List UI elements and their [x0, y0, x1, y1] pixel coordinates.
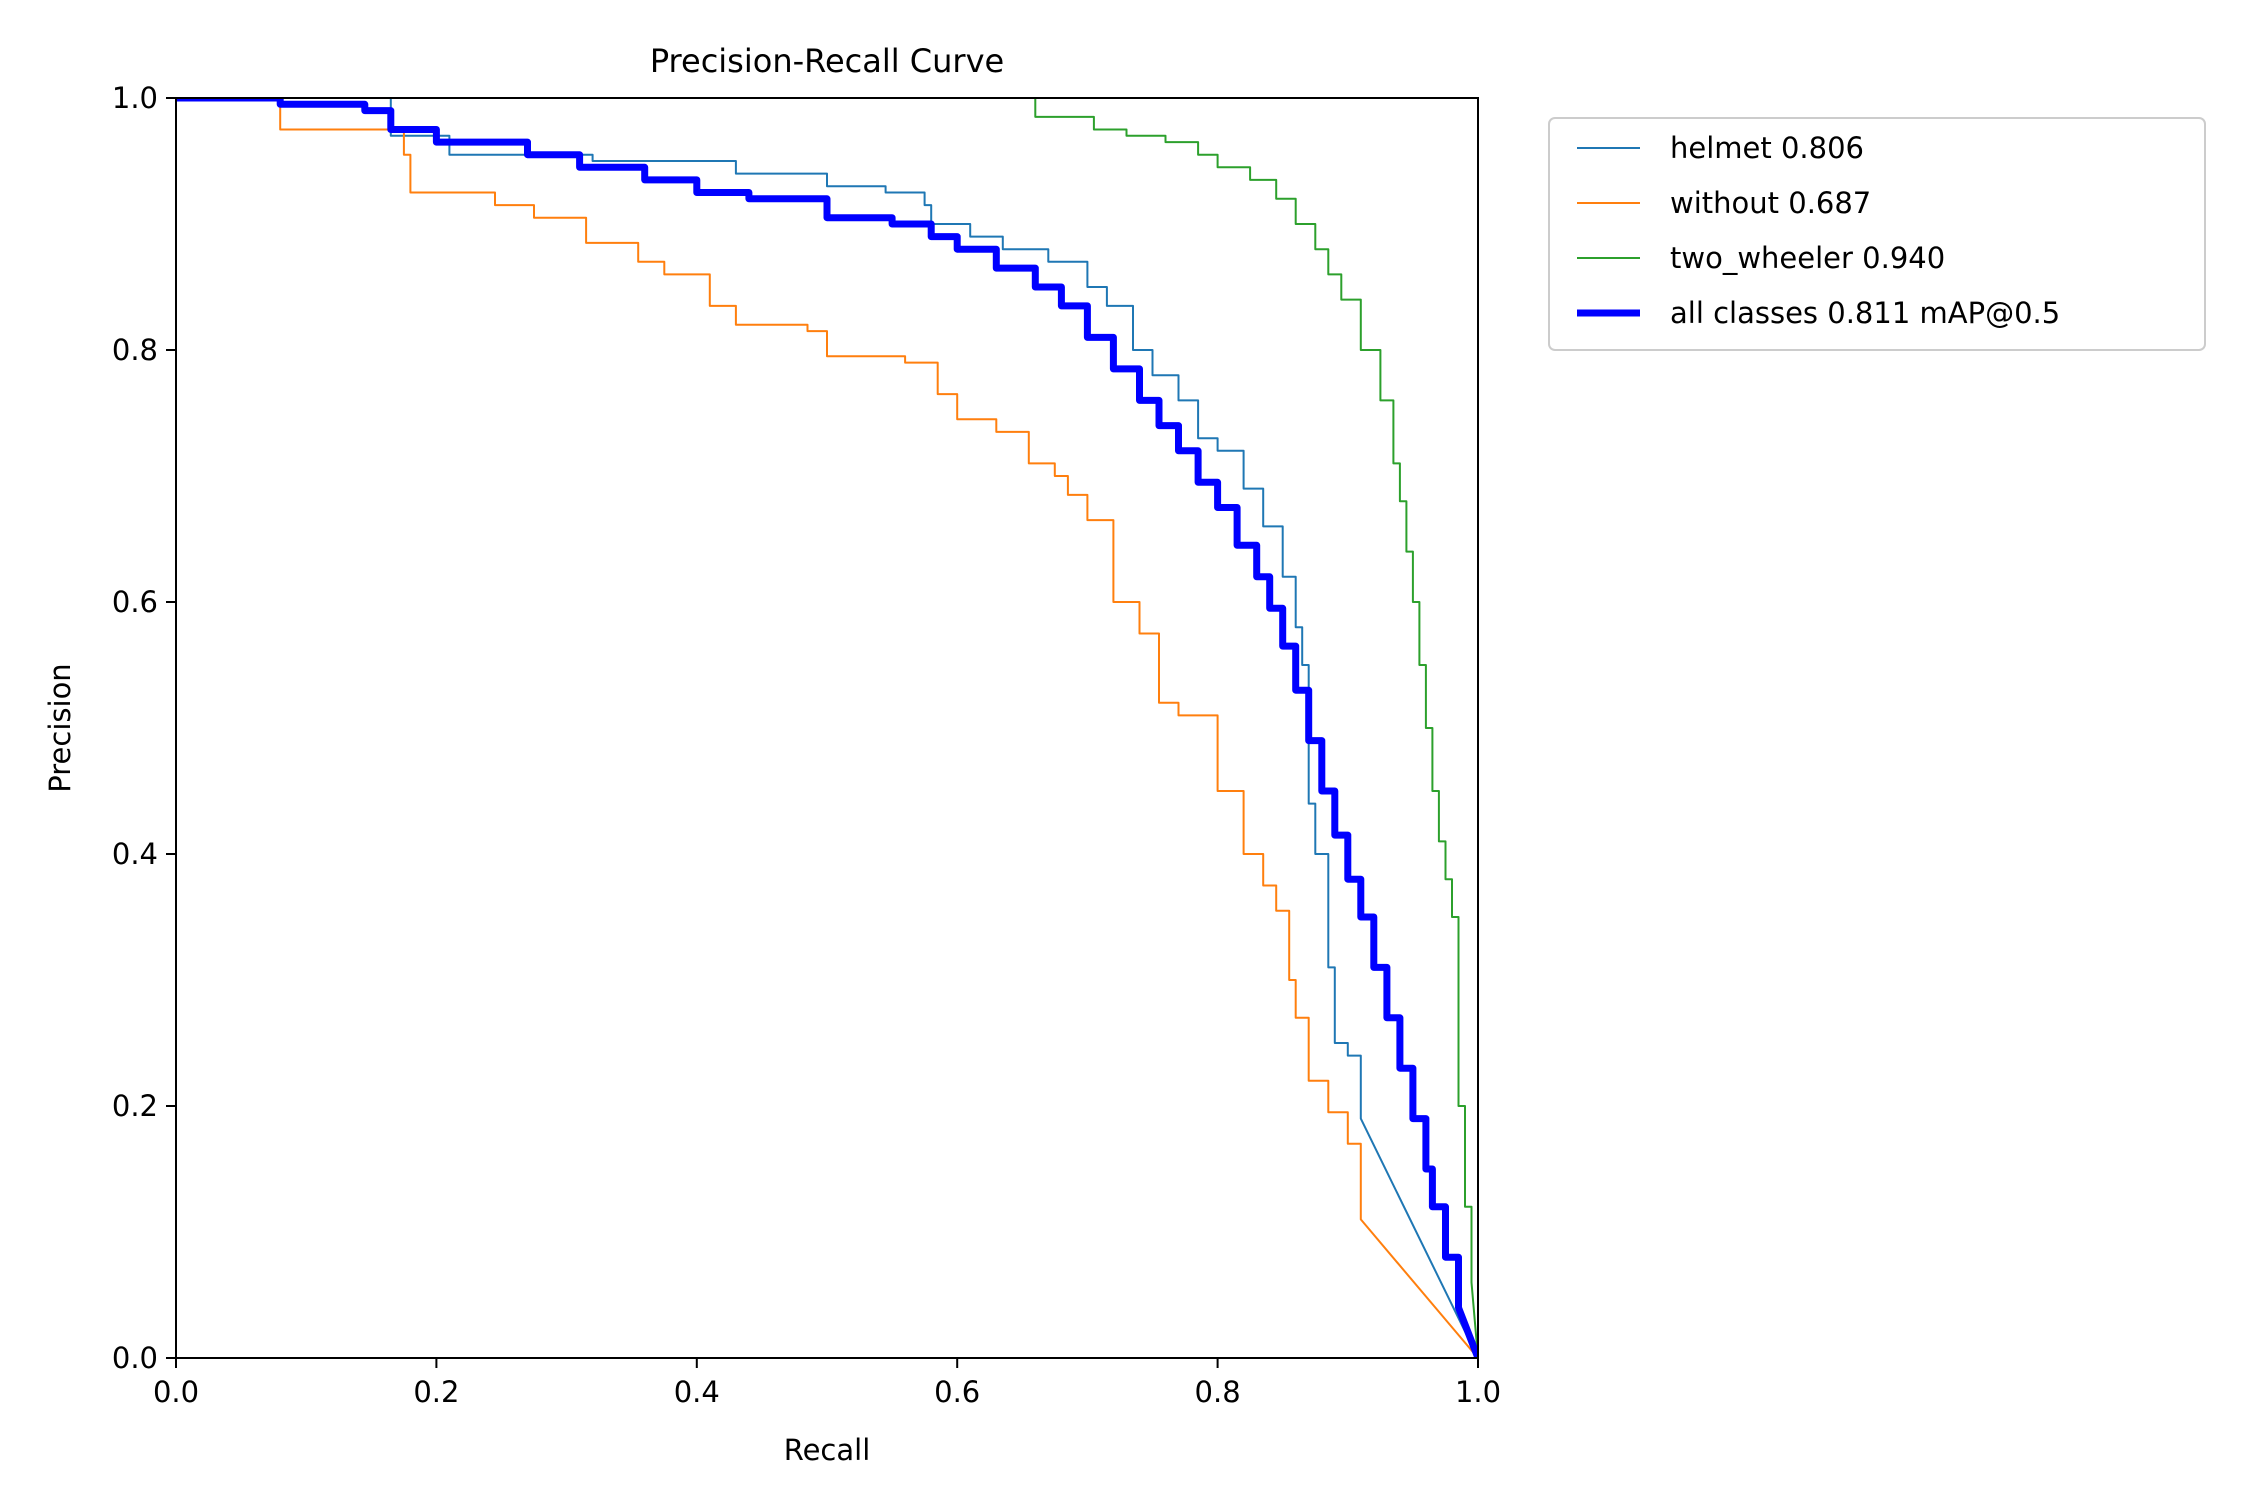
legend-label-3: all classes 0.811 mAP@0.5	[1670, 296, 2060, 330]
legend-box	[1548, 117, 2206, 351]
chart-title: Precision-Recall Curve	[650, 42, 1004, 80]
x-tick-label: 0.0	[153, 1375, 199, 1409]
x-tick-label: 0.6	[934, 1375, 980, 1409]
y-axis-label: Precision	[43, 663, 77, 792]
legend-label-1: without 0.687	[1670, 186, 1871, 220]
y-tick-label: 0.6	[112, 585, 158, 619]
legend-label-2: two_wheeler 0.940	[1670, 241, 1945, 275]
series-line-1	[176, 98, 1478, 1358]
series-line-3	[176, 98, 1478, 1358]
plot-frame	[175, 97, 1479, 1359]
series-line-0	[176, 98, 1478, 1358]
series-line-2	[176, 98, 1478, 1358]
x-tick-label: 1.0	[1455, 1375, 1501, 1409]
x-tick-label: 0.2	[413, 1375, 459, 1409]
legend: helmet 0.806 without 0.687 two_wheeler 0.9…	[1548, 117, 2206, 351]
y-tick-label: 0.8	[112, 333, 158, 367]
y-tick-label: 0.0	[112, 1341, 158, 1375]
y-tick-label: 0.2	[112, 1089, 158, 1123]
legend-label-0: helmet 0.806	[1670, 131, 1864, 165]
plot-area: 0.0 0.2 0.4 0.6 0.8 1.0 0.0 0.2 0.4 0.6 0.8 1.0	[112, 81, 1501, 1409]
y-tick-label: 0.4	[112, 837, 158, 871]
y-tick-label: 1.0	[112, 81, 158, 115]
x-axis-label: Recall	[784, 1433, 871, 1467]
x-tick-label: 0.4	[674, 1375, 720, 1409]
x-tick-label: 0.8	[1195, 1375, 1241, 1409]
